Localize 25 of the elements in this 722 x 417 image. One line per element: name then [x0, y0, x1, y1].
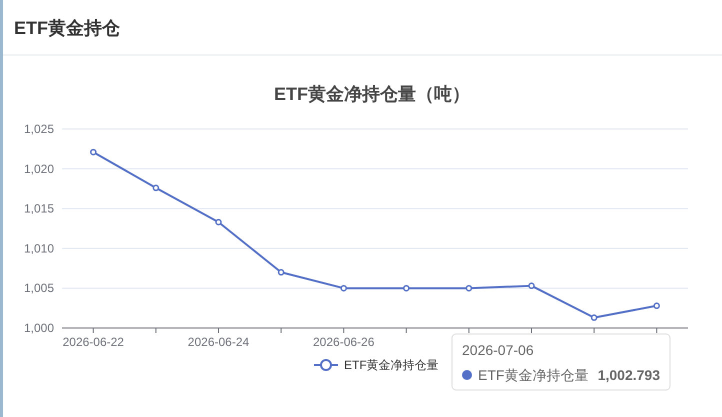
text: 1,002.793 [598, 367, 660, 383]
point [215, 218, 222, 226]
point [340, 284, 347, 292]
x-tick-label: 2026-06-22 [62, 335, 124, 349]
point [278, 269, 284, 276]
chart-title: ETF黄金净持仓量（吨） [274, 84, 470, 104]
point [403, 284, 410, 292]
point [466, 284, 472, 292]
text: ETF黄金持仓 [14, 18, 121, 38]
point [152, 184, 160, 192]
x-tick-label: 2026-06-26 [313, 335, 375, 349]
point [90, 148, 97, 156]
text: 2026-07-06 [462, 342, 534, 358]
x-tick-label: 2026-06-24 [188, 335, 250, 349]
y-tick-label: 1,010 [24, 241, 54, 256]
y-tick-label: 1,005 [24, 281, 54, 296]
point [528, 282, 535, 290]
legend-label: ETF黄金净持仓量 [344, 358, 439, 372]
y-tick-label: 1,000 [24, 321, 54, 335]
y-tick-label: 1,015 [24, 202, 54, 216]
y-tick-label: 1,020 [24, 162, 54, 176]
point [653, 302, 660, 310]
text: ETF黄金净持仓量 [478, 367, 588, 383]
point [590, 314, 598, 321]
y-tick-label: 1,025 [24, 122, 54, 136]
